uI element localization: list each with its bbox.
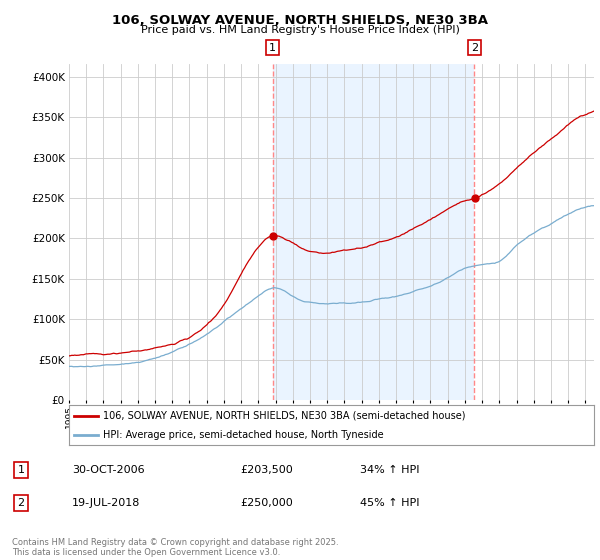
Text: 34% ↑ HPI: 34% ↑ HPI: [360, 465, 419, 475]
Bar: [272, 64, 474, 400]
Text: 45% ↑ HPI: 45% ↑ HPI: [360, 498, 419, 508]
Text: 106, SOLWAY AVENUE, NORTH SHIELDS, NE30 3BA: 106, SOLWAY AVENUE, NORTH SHIELDS, NE30 …: [112, 14, 488, 27]
Text: HPI: Average price, semi-detached house, North Tyneside: HPI: Average price, semi-detached house,…: [103, 430, 384, 440]
Text: £203,500: £203,500: [240, 465, 293, 475]
Text: 30-OCT-2006: 30-OCT-2006: [72, 465, 145, 475]
Text: 1: 1: [269, 43, 276, 53]
Text: 1: 1: [17, 465, 25, 475]
Text: Price paid vs. HM Land Registry's House Price Index (HPI): Price paid vs. HM Land Registry's House …: [140, 25, 460, 35]
Text: £250,000: £250,000: [240, 498, 293, 508]
Text: 19-JUL-2018: 19-JUL-2018: [72, 498, 140, 508]
Text: 2: 2: [17, 498, 25, 508]
Text: 106, SOLWAY AVENUE, NORTH SHIELDS, NE30 3BA (semi-detached house): 106, SOLWAY AVENUE, NORTH SHIELDS, NE30 …: [103, 411, 466, 421]
Text: Contains HM Land Registry data © Crown copyright and database right 2025.
This d: Contains HM Land Registry data © Crown c…: [12, 538, 338, 557]
Text: 2: 2: [470, 43, 478, 53]
